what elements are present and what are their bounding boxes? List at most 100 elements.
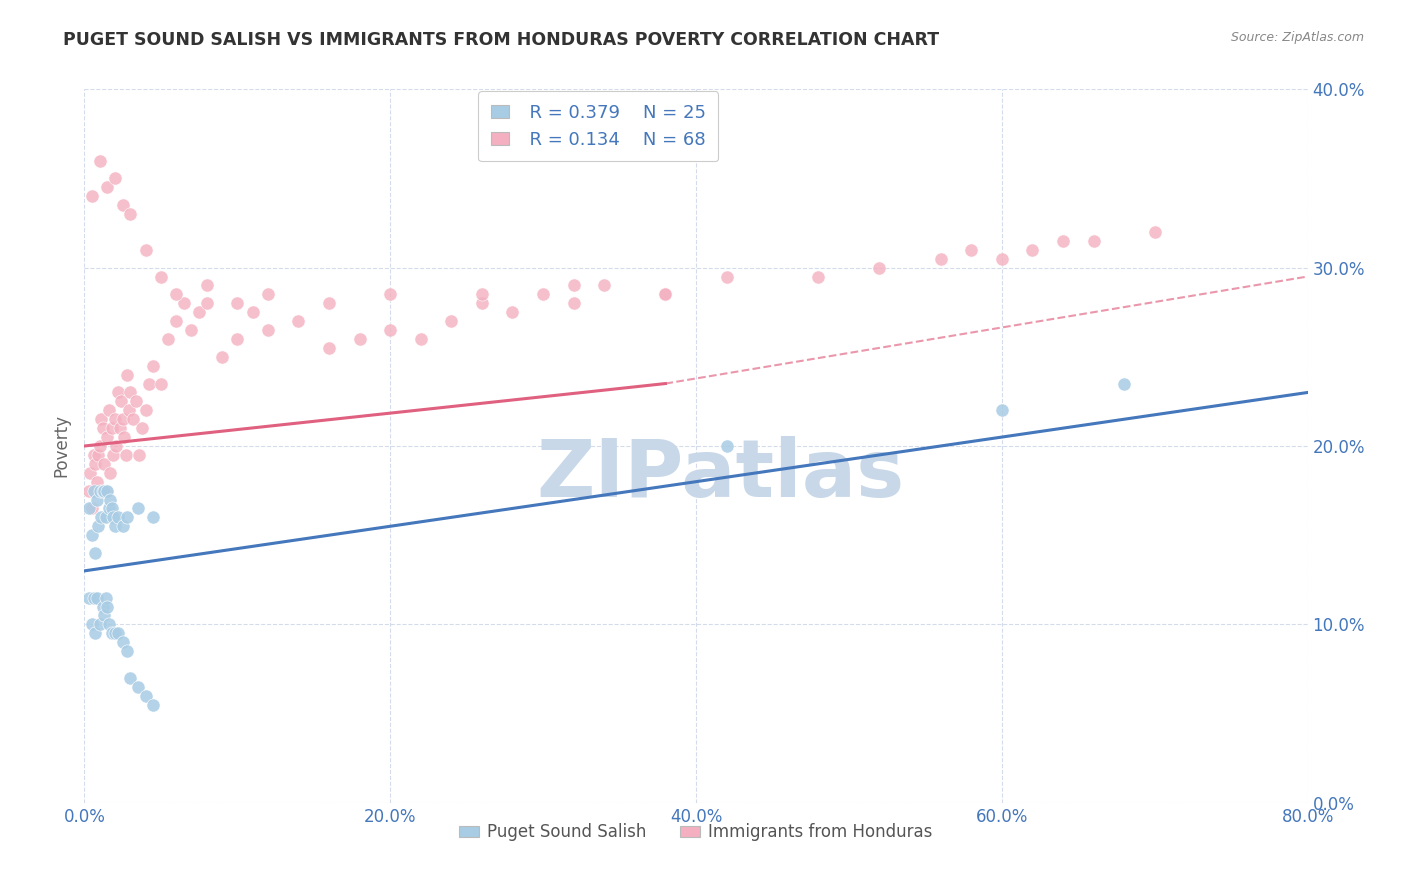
Point bbox=[87, 519, 110, 533]
Point bbox=[112, 430, 135, 444]
Y-axis label: Poverty: Poverty bbox=[52, 415, 70, 477]
Point bbox=[287, 314, 309, 328]
Point bbox=[94, 591, 117, 605]
Point bbox=[84, 457, 107, 471]
Point bbox=[104, 519, 127, 533]
Point bbox=[165, 287, 187, 301]
Point bbox=[98, 466, 121, 480]
Point bbox=[138, 376, 160, 391]
Point bbox=[104, 171, 127, 186]
Point bbox=[929, 252, 952, 266]
Point bbox=[101, 501, 124, 516]
Point bbox=[110, 394, 132, 409]
Point bbox=[349, 332, 371, 346]
Point bbox=[91, 483, 114, 498]
Point bbox=[127, 501, 149, 516]
Point bbox=[991, 403, 1014, 417]
Point bbox=[380, 287, 402, 301]
Point bbox=[84, 626, 107, 640]
Point bbox=[89, 617, 111, 632]
Point bbox=[127, 680, 149, 694]
Point bbox=[242, 305, 264, 319]
Point bbox=[1083, 234, 1105, 248]
Point bbox=[103, 448, 125, 462]
Point bbox=[502, 305, 524, 319]
Point bbox=[83, 448, 105, 462]
Point bbox=[716, 439, 738, 453]
Point bbox=[131, 421, 153, 435]
Point bbox=[90, 510, 112, 524]
Point bbox=[120, 385, 142, 400]
Text: ZIPatlas: ZIPatlas bbox=[536, 435, 904, 514]
Point bbox=[122, 412, 145, 426]
Point bbox=[79, 466, 101, 480]
Point bbox=[257, 287, 280, 301]
Point bbox=[869, 260, 891, 275]
Point bbox=[93, 457, 115, 471]
Point bbox=[89, 153, 111, 168]
Point bbox=[104, 626, 127, 640]
Point bbox=[440, 314, 463, 328]
Point bbox=[111, 412, 134, 426]
Point bbox=[195, 296, 218, 310]
Point bbox=[98, 492, 121, 507]
Point bbox=[380, 323, 402, 337]
Point bbox=[115, 644, 138, 658]
Point bbox=[83, 483, 105, 498]
Point bbox=[107, 626, 129, 640]
Legend: Puget Sound Salish, Immigrants from Honduras: Puget Sound Salish, Immigrants from Hond… bbox=[453, 817, 939, 848]
Point bbox=[86, 492, 108, 507]
Point bbox=[226, 332, 249, 346]
Point bbox=[80, 617, 103, 632]
Point bbox=[960, 243, 983, 257]
Point bbox=[90, 412, 112, 426]
Point bbox=[120, 207, 142, 221]
Point bbox=[114, 448, 136, 462]
Point bbox=[97, 501, 120, 516]
Point bbox=[991, 252, 1014, 266]
Point bbox=[86, 475, 108, 489]
Point bbox=[89, 483, 111, 498]
Point bbox=[96, 180, 118, 194]
Point bbox=[104, 412, 127, 426]
Point bbox=[654, 287, 676, 301]
Point bbox=[716, 269, 738, 284]
Point bbox=[103, 510, 125, 524]
Point bbox=[83, 591, 105, 605]
Point bbox=[531, 287, 554, 301]
Point bbox=[84, 546, 107, 560]
Point bbox=[120, 671, 142, 685]
Point bbox=[1021, 243, 1043, 257]
Point bbox=[115, 510, 138, 524]
Point bbox=[108, 421, 131, 435]
Point bbox=[89, 439, 111, 453]
Point bbox=[97, 617, 120, 632]
Point bbox=[211, 350, 233, 364]
Point bbox=[77, 501, 100, 516]
Point bbox=[471, 296, 494, 310]
Point bbox=[562, 278, 585, 293]
Point bbox=[93, 483, 115, 498]
Point bbox=[101, 626, 124, 640]
Point bbox=[157, 332, 180, 346]
Point bbox=[135, 243, 157, 257]
Point bbox=[77, 483, 100, 498]
Point bbox=[149, 269, 172, 284]
Point bbox=[1114, 376, 1136, 391]
Point bbox=[149, 376, 172, 391]
Point bbox=[180, 323, 202, 337]
Point bbox=[80, 501, 103, 516]
Point bbox=[165, 314, 187, 328]
Point bbox=[111, 519, 134, 533]
Point bbox=[111, 635, 134, 649]
Point bbox=[77, 591, 100, 605]
Point bbox=[318, 341, 340, 355]
Point bbox=[105, 439, 128, 453]
Text: PUGET SOUND SALISH VS IMMIGRANTS FROM HONDURAS POVERTY CORRELATION CHART: PUGET SOUND SALISH VS IMMIGRANTS FROM HO… bbox=[63, 31, 939, 49]
Point bbox=[188, 305, 211, 319]
Point bbox=[173, 296, 195, 310]
Point bbox=[111, 198, 134, 212]
Point bbox=[107, 510, 129, 524]
Point bbox=[593, 278, 616, 293]
Point bbox=[257, 323, 280, 337]
